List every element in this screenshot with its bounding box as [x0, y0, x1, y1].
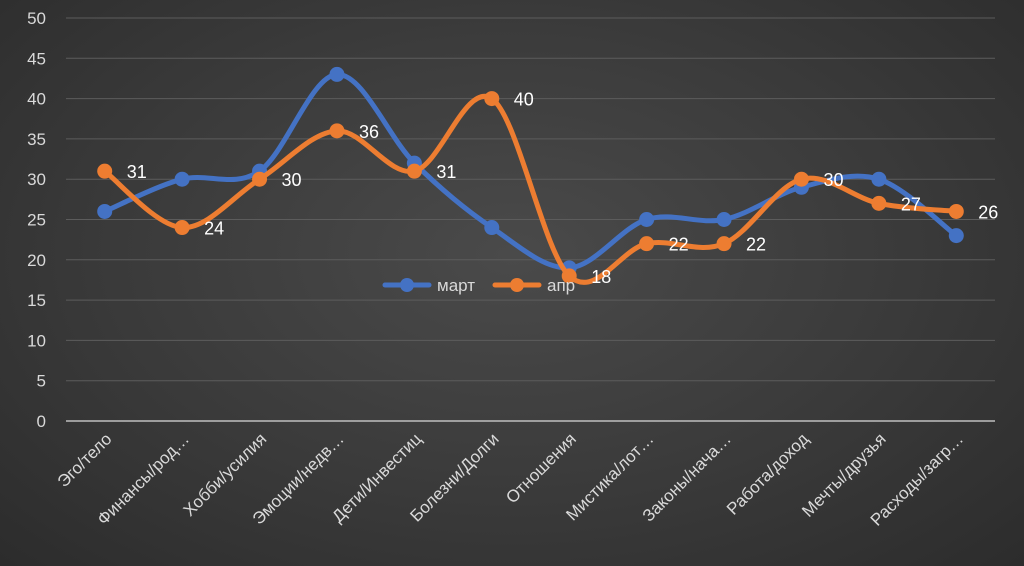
data-label: 24	[204, 219, 224, 239]
data-point	[174, 220, 190, 236]
y-axis-tick-labels: 0 5 10 15 20 25 30 35 40 45 50	[27, 9, 46, 431]
data-label: 40	[514, 90, 534, 110]
data-point	[793, 171, 809, 187]
legend-item: март	[382, 276, 475, 295]
y-tick-label: 0	[37, 412, 46, 431]
data-label: 30	[823, 170, 843, 190]
y-tick-label: 50	[27, 9, 46, 28]
y-tick-label: 15	[27, 291, 46, 310]
data-point	[406, 163, 422, 179]
data-point	[329, 123, 345, 139]
y-tick-label: 20	[27, 251, 46, 270]
legend-item: апр	[492, 276, 575, 295]
grid-lines	[66, 17, 995, 382]
y-tick-label: 25	[27, 211, 46, 230]
data-point	[174, 171, 190, 187]
data-label: 22	[746, 235, 766, 255]
data-label: 30	[282, 170, 302, 190]
data-label: 22	[669, 235, 689, 255]
data-point	[97, 163, 113, 179]
y-tick-label: 30	[27, 170, 46, 189]
legend-label: апр	[547, 276, 575, 295]
data-point	[871, 195, 887, 211]
x-tick-label: Отношения	[502, 429, 580, 507]
x-tick-label: Эго/тело	[54, 429, 116, 491]
data-label: 26	[978, 202, 998, 222]
data-label: 36	[359, 122, 379, 142]
legend: март апр	[382, 276, 575, 295]
data-labels: 31 24 30 36 31 40 18 22 22 30 27 26	[127, 90, 999, 287]
x-tick-label: Работа/доход	[723, 429, 812, 518]
legend-label: март	[437, 276, 475, 295]
data-point	[948, 228, 964, 244]
data-point	[716, 236, 732, 252]
data-point	[561, 268, 577, 284]
data-point	[639, 236, 655, 252]
data-point	[639, 212, 655, 227]
data-label: 27	[901, 194, 921, 214]
data-label: 18	[591, 267, 611, 287]
data-label: 31	[436, 162, 456, 182]
data-point	[948, 203, 964, 219]
legend-swatch-marker	[510, 278, 524, 292]
y-tick-label: 5	[37, 372, 46, 391]
data-point	[484, 220, 500, 236]
x-axis-tick-labels: Эго/телоФинансы/род…Хобби/усилияЭмоции/н…	[54, 429, 967, 530]
legend-swatch-marker	[400, 278, 414, 292]
y-tick-label: 45	[27, 49, 46, 68]
data-point	[716, 212, 732, 227]
y-tick-label: 10	[27, 331, 46, 350]
y-tick-label: 40	[27, 90, 46, 109]
data-point	[252, 171, 268, 187]
data-point	[484, 91, 500, 107]
series-lines	[97, 66, 964, 285]
data-label: 31	[127, 162, 147, 182]
data-point	[871, 171, 887, 187]
data-point	[97, 203, 113, 219]
data-point	[329, 66, 345, 82]
series-apr	[97, 91, 964, 285]
y-tick-label: 35	[27, 130, 46, 149]
